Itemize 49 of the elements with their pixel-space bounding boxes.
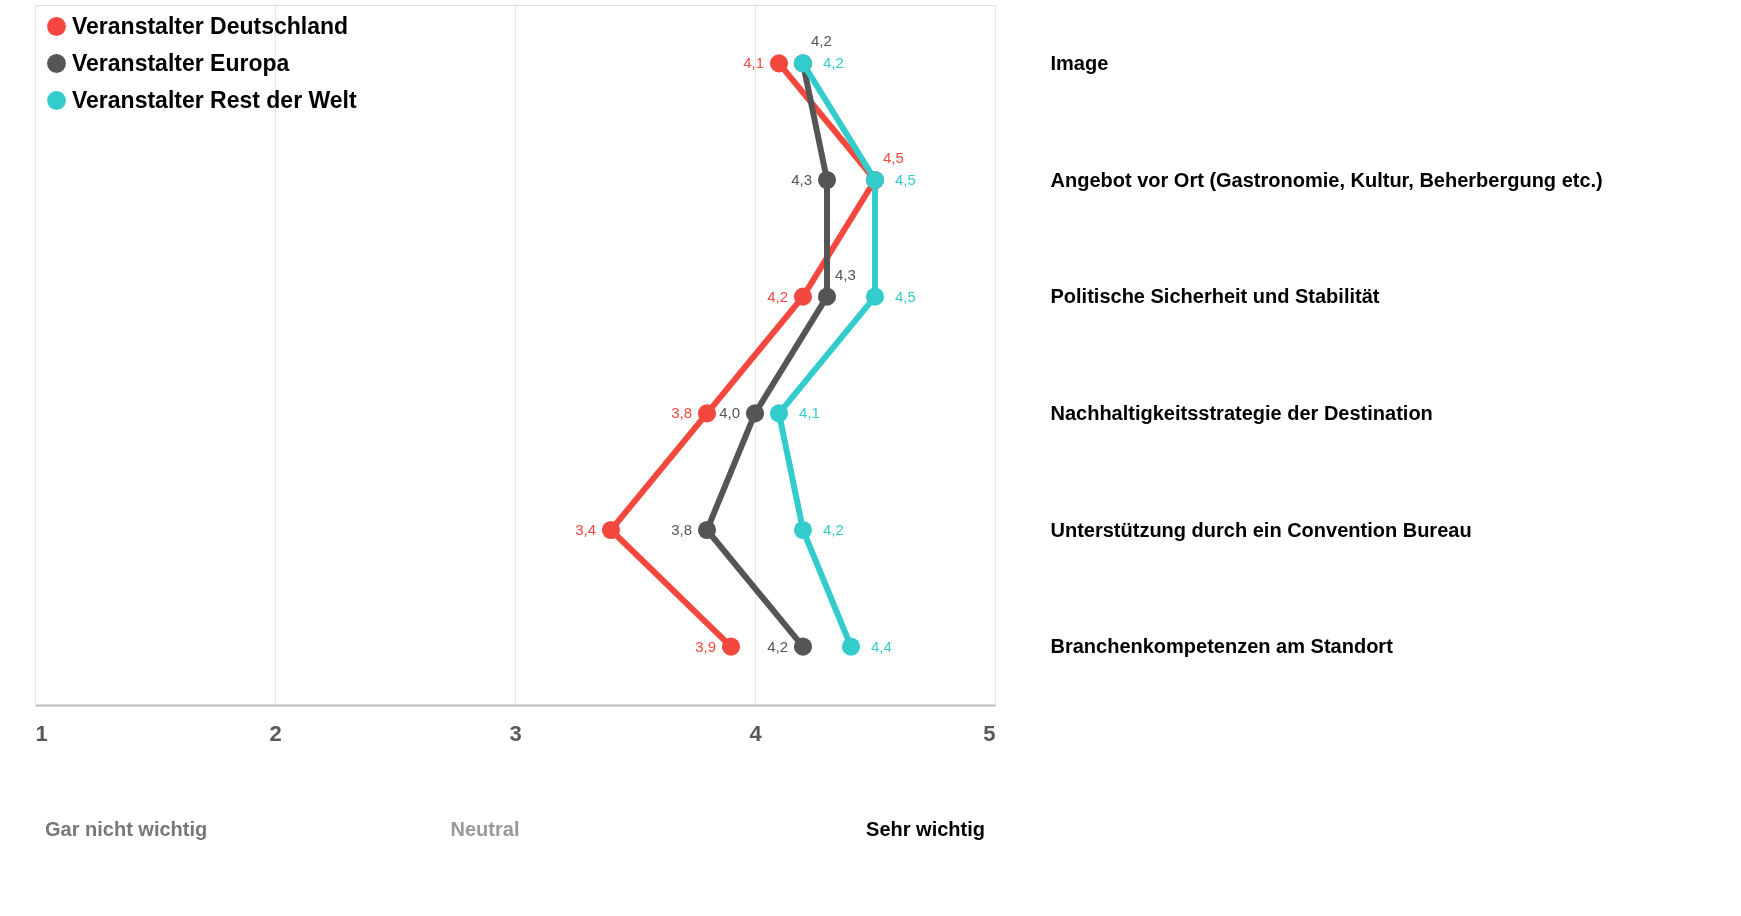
point: [697, 520, 717, 540]
x-tick-label: 3: [509, 720, 522, 746]
data-label: 3,8: [671, 404, 692, 422]
point: [769, 404, 789, 423]
y-tick-label: Branchenkompetenzen am Standort: [1050, 635, 1394, 658]
y-tick-label: Image: [1050, 51, 1109, 74]
data-label: 4,3: [791, 171, 812, 188]
legend-label: Veranstalter Europa: [72, 49, 290, 76]
x-tick-label: 5: [983, 720, 996, 746]
data-label: 4,2: [811, 32, 832, 50]
data-label: 4,4: [871, 637, 892, 655]
data-label: 3,9: [695, 637, 716, 655]
legend-label: Veranstalter Deutschland: [72, 12, 349, 39]
point: [793, 287, 813, 306]
data-label: 4,2: [767, 637, 788, 655]
y-tick-label: Nachhaltigkeitsstrategie der Destination: [1050, 401, 1433, 424]
point: [865, 287, 885, 306]
data-label: 4,5: [895, 171, 916, 188]
text: Neutral: [450, 818, 520, 840]
point: [745, 404, 765, 423]
data-label: 4,5: [895, 287, 916, 305]
y-tick-label: Politische Sicherheit und Stabilität: [1050, 285, 1380, 308]
point: [817, 287, 837, 306]
data-label: 4,2: [767, 287, 788, 305]
data-label: 4,0: [719, 404, 740, 422]
point: [769, 54, 789, 73]
point: [601, 520, 621, 540]
data-label: 4,5: [883, 149, 904, 166]
text: Sehr wichtig: [866, 818, 985, 840]
y-tick-label: Unterstützung durch ein Convention Bureau: [1050, 518, 1472, 541]
x-tick-label: 2: [269, 720, 282, 746]
point: [721, 637, 741, 656]
data-label: 4,2: [823, 54, 844, 72]
data-label: 4,1: [743, 54, 764, 72]
point: [697, 404, 717, 423]
point: [793, 637, 813, 656]
data-label: 4,1: [799, 404, 820, 422]
point: [793, 520, 813, 540]
text: Gar nicht wichtig: [45, 818, 208, 840]
data-label: 3,8: [671, 521, 692, 538]
data-label: 4,2: [823, 521, 844, 538]
x-tick-label: 4: [749, 720, 763, 746]
legend-label: Veranstalter Rest der Welt: [72, 86, 357, 113]
y-tick-label: Angebot vor Ort (Gastronomie, Kultur, Beherbergung etc.): [1050, 168, 1603, 191]
point: [841, 637, 861, 656]
data-label: 4,3: [835, 265, 856, 283]
point: [817, 170, 837, 190]
data-label: 3,4: [575, 521, 596, 538]
x-tick-label: 1: [35, 720, 48, 746]
